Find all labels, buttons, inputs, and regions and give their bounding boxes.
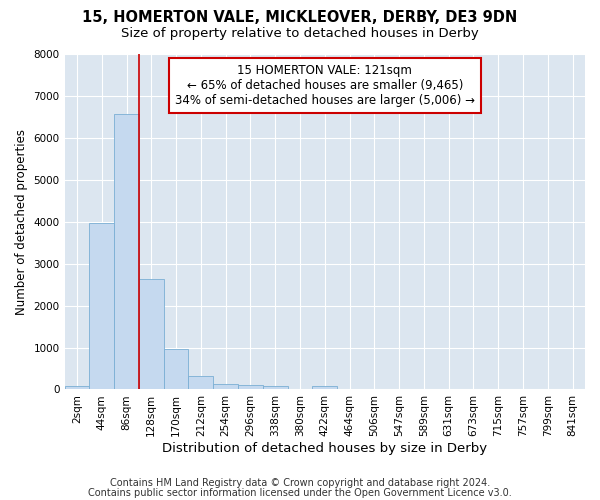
Text: Contains public sector information licensed under the Open Government Licence v3: Contains public sector information licen…: [88, 488, 512, 498]
Text: 15 HOMERTON VALE: 121sqm
← 65% of detached houses are smaller (9,465)
34% of sem: 15 HOMERTON VALE: 121sqm ← 65% of detach…: [175, 64, 475, 107]
Bar: [313, 386, 337, 390]
Text: Contains HM Land Registry data © Crown copyright and database right 2024.: Contains HM Land Registry data © Crown c…: [110, 478, 490, 488]
Bar: [263, 386, 287, 390]
Y-axis label: Number of detached properties: Number of detached properties: [15, 128, 28, 314]
Bar: [89, 223, 114, 390]
Bar: [238, 385, 263, 390]
Text: Size of property relative to detached houses in Derby: Size of property relative to detached ho…: [121, 28, 479, 40]
Bar: [164, 349, 188, 390]
Bar: [213, 384, 238, 390]
Bar: [188, 376, 213, 390]
Text: 15, HOMERTON VALE, MICKLEOVER, DERBY, DE3 9DN: 15, HOMERTON VALE, MICKLEOVER, DERBY, DE…: [82, 10, 518, 25]
Bar: [139, 279, 164, 390]
Bar: [65, 386, 89, 390]
X-axis label: Distribution of detached houses by size in Derby: Distribution of detached houses by size …: [162, 442, 487, 455]
Bar: [114, 114, 139, 390]
